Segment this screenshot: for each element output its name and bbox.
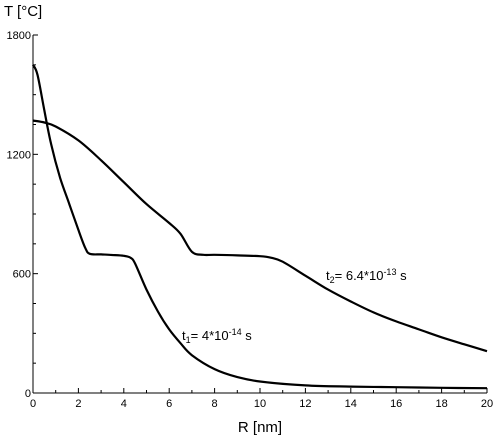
x-tick-label: 4 (121, 398, 127, 410)
x-tick-label: 0 (30, 398, 36, 410)
series-line-2 (32, 119, 488, 353)
labels: T [°C] R [nm] t1= 4*10-14 s t2= 6.4*10-13 s (4, 3, 407, 436)
y-tick-label: 1800 (7, 30, 31, 42)
x-tick-label: 16 (390, 398, 402, 410)
axes (32, 35, 487, 394)
series-line-1 (32, 64, 488, 390)
x-tick-label: 10 (254, 398, 266, 410)
series-label-2: t2= 6.4*10-13 s (326, 267, 407, 285)
ticks: 0 2 4 6 8 10 12 14 16 18 20 0 600 1200 1800 (7, 30, 494, 410)
x-tick-label: 14 (345, 398, 357, 410)
x-tick-label: 8 (212, 398, 218, 410)
x-tick-label: 20 (481, 398, 493, 410)
x-tick-label: 12 (299, 398, 311, 410)
y-axis-label: T [°C] (4, 3, 42, 20)
x-tick-label: 18 (435, 398, 447, 410)
y-tick-label: 600 (13, 269, 31, 281)
y-tick-label: 0 (25, 388, 31, 400)
x-tick-label: 2 (75, 398, 81, 410)
series-label-1: t1= 4*10-14 s (182, 327, 252, 345)
x-tick-label: 6 (166, 398, 172, 410)
x-axis-label: R [nm] (238, 419, 282, 436)
y-tick-label: 1200 (7, 149, 31, 161)
series-group (32, 64, 488, 390)
